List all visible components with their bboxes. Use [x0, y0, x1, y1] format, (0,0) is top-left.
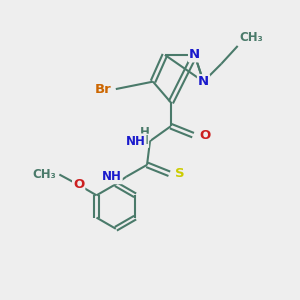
Text: O: O [199, 129, 210, 142]
Text: O: O [73, 178, 84, 191]
Text: NH: NH [102, 170, 122, 183]
Text: Br: Br [94, 82, 111, 96]
Text: NH: NH [126, 135, 146, 148]
Text: CH₃: CH₃ [239, 32, 263, 44]
Text: CH₃: CH₃ [33, 168, 56, 181]
Text: S: S [175, 167, 185, 180]
Text: N: N [189, 48, 200, 62]
Text: N: N [198, 75, 209, 88]
Text: H: H [139, 134, 148, 147]
Text: H: H [140, 126, 150, 139]
